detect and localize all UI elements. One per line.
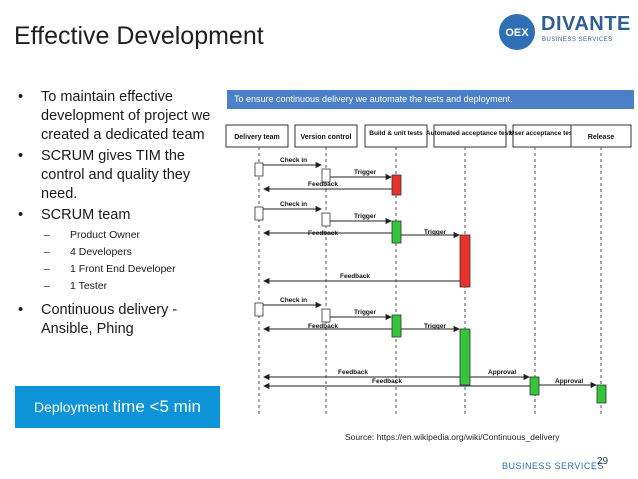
arrow-label: Trigger xyxy=(354,213,377,220)
bullet-item: Continuous delivery - Ansible, Phing xyxy=(16,301,221,339)
arrow-label: Check in xyxy=(280,201,307,208)
arrow-label: Approval xyxy=(488,369,516,376)
activation-box xyxy=(254,162,264,177)
arrow-label: Feedback xyxy=(338,369,368,376)
lane-label: Automated acceptance tests xyxy=(426,130,515,137)
arrow-label: Trigger xyxy=(354,169,377,176)
source-citation: Source: https://en.wikipedia.org/wiki/Co… xyxy=(345,432,560,442)
arrow-label: Check in xyxy=(280,157,307,164)
build-pass-bar xyxy=(391,220,402,244)
sub-bullet-item: Product Owner xyxy=(16,227,221,244)
activation-box xyxy=(254,302,264,317)
sub-bullet-item: 4 Developers xyxy=(16,244,221,261)
diagram-banner: To ensure continuous delivery we automat… xyxy=(227,90,634,109)
logo-tagline: BUSINESS SERVICES xyxy=(542,37,613,43)
logo-mark: OEX xyxy=(505,27,529,39)
bullet-item: To maintain effective development of pro… xyxy=(16,88,221,145)
deploy-prefix: Deployment xyxy=(33,399,109,415)
page-title: Effective Development xyxy=(14,22,264,50)
sub-bullet-item: 1 Tester xyxy=(16,278,221,295)
activation-box xyxy=(254,206,264,221)
uat-pass-bar xyxy=(529,376,540,396)
lane-label: User acceptance tests xyxy=(510,130,579,137)
acceptance-pass-bar xyxy=(459,328,471,386)
footer-brand: BUSINESS SERVICES xyxy=(502,461,604,471)
lane-label: Delivery team xyxy=(234,134,280,141)
arrow-label: Feedback xyxy=(308,181,338,188)
deployment-callout: Deployment time <5 min xyxy=(15,386,220,428)
lane-label: Build & unit tests xyxy=(369,130,423,137)
arrow-label: Trigger xyxy=(424,323,447,330)
sub-bullet-item: 1 Front End Developer xyxy=(16,261,221,278)
lane-label: Release xyxy=(588,134,615,141)
build-fail-bar xyxy=(391,174,402,196)
arrow-label: Feedback xyxy=(340,273,370,280)
build-pass-bar xyxy=(391,314,402,338)
arrow-label: Feedback xyxy=(308,323,338,330)
deploy-time: time <5 min xyxy=(112,397,202,416)
bullet-item: SCRUM gives TIM the control and quality … xyxy=(16,147,221,204)
lane-header xyxy=(225,124,289,148)
bullet-list: To maintain effective development of pro… xyxy=(16,88,221,341)
logo-name: DIVANTE xyxy=(541,13,631,35)
arrow-label: Trigger xyxy=(354,309,377,316)
arrow-label: Approval xyxy=(555,378,583,385)
acceptance-fail-bar xyxy=(459,234,471,288)
page-number: 29 xyxy=(597,456,609,467)
activation-box xyxy=(321,212,331,227)
sequence-diagram: Delivery team Version control Build & un… xyxy=(225,124,632,415)
release-bar xyxy=(596,384,607,404)
bullet-item: SCRUM team xyxy=(16,206,221,225)
arrow-label: Trigger xyxy=(424,229,447,236)
arrow-label: Feedback xyxy=(308,230,338,237)
lane-header xyxy=(433,124,507,148)
arrow-label: Feedback xyxy=(372,378,402,385)
activation-box xyxy=(321,308,331,323)
lane-label: Version control xyxy=(301,134,352,141)
arrow-label: Check in xyxy=(280,297,307,304)
activation-box xyxy=(321,168,331,183)
